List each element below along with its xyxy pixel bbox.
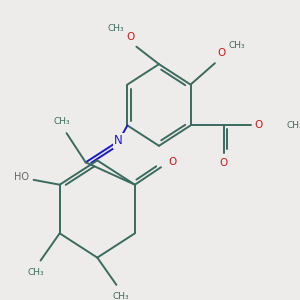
Text: O: O <box>255 120 263 130</box>
Text: CH₃: CH₃ <box>286 121 300 130</box>
Text: HO: HO <box>14 172 29 182</box>
Text: CH₃: CH₃ <box>54 117 70 126</box>
Text: CH₃: CH₃ <box>112 292 129 300</box>
Text: O: O <box>218 49 226 58</box>
Text: O: O <box>220 158 228 168</box>
Text: CH₃: CH₃ <box>28 268 44 277</box>
Text: O: O <box>126 32 135 42</box>
Text: CH₃: CH₃ <box>108 24 124 33</box>
Text: CH₃: CH₃ <box>229 41 245 50</box>
Text: O: O <box>168 158 176 167</box>
Text: N: N <box>114 134 123 148</box>
